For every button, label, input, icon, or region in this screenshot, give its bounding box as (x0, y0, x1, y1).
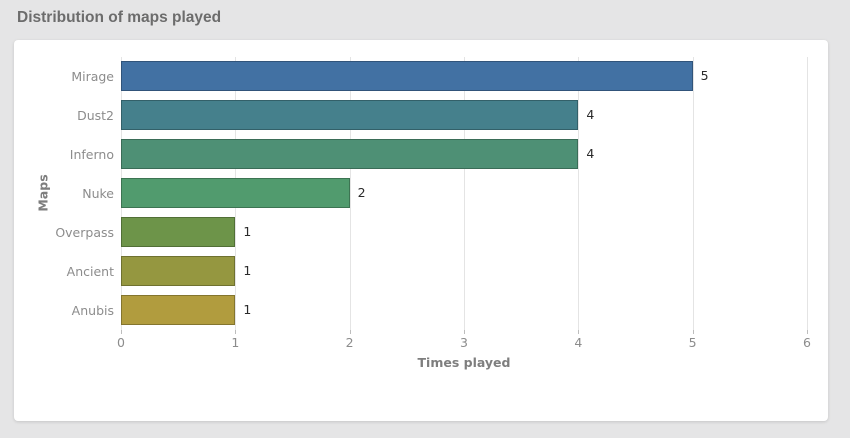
gridline-x-6 (807, 57, 808, 330)
gridline-x-4 (578, 57, 580, 330)
bar-ancient[interactable] (121, 256, 236, 286)
bar-value-label-nuke: 2 (357, 185, 366, 200)
x-tick-mark-5 (692, 330, 694, 334)
x-tick-label-4: 4 (574, 335, 583, 350)
bar-mirage[interactable] (121, 61, 693, 91)
gridline-x-3 (464, 57, 465, 330)
bar-row-overpass: Overpass 1 (55, 213, 807, 252)
y-tick-label-overpass: Overpass (55, 225, 114, 240)
x-tick-mark-3 (464, 330, 465, 334)
bar-row-ancient: Ancient 1 (67, 252, 807, 291)
y-tick-label-dust2: Dust2 (77, 108, 114, 123)
x-tick-label-0: 0 (117, 335, 125, 350)
gridline-x-2 (349, 57, 351, 330)
y-tick-label-ancient: Ancient (66, 264, 114, 279)
bar-row-mirage: Mirage 5 (71, 57, 807, 96)
bar-overpass[interactable] (121, 217, 236, 247)
chart-card: Mirage 5 Dust2 4 Inferno 4 Nuke 2 Overpass 1 Ancie… (14, 40, 828, 421)
y-tick-label-nuke: Nuke (82, 186, 114, 201)
x-axis-title: Times played (417, 355, 511, 370)
y-tick-label-mirage: Mirage (71, 69, 114, 84)
bar-anubis[interactable] (121, 295, 236, 325)
x-tick-mark-1 (235, 330, 237, 334)
x-tick-mark-2 (349, 330, 351, 334)
bar-dust2[interactable] (121, 100, 579, 130)
bar-nuke[interactable] (121, 178, 350, 208)
bar-row-inferno: Inferno 4 (70, 135, 807, 174)
bar-value-label-ancient: 1 (243, 263, 252, 278)
x-tick-label-2: 2 (345, 335, 354, 350)
bar-row-nuke: Nuke 2 (82, 174, 807, 213)
x-tick-label-3: 3 (460, 335, 468, 350)
x-tick-label-5: 5 (688, 335, 697, 350)
x-tick-mark-4 (578, 330, 580, 334)
y-tick-label-inferno: Inferno (69, 147, 114, 162)
x-tick-label-6: 6 (803, 335, 811, 350)
bar-row-anubis: Anubis 1 (72, 291, 807, 330)
bar-value-label-dust2: 4 (586, 107, 595, 122)
bar-chart-plot-area: Mirage 5 Dust2 4 Inferno 4 Nuke 2 Overpass 1 Ancie… (55, 57, 811, 350)
page-title: Distribution of maps played (17, 9, 222, 26)
bar-value-label-inferno: 4 (586, 146, 595, 161)
bar-value-label-overpass: 1 (243, 224, 252, 239)
y-tick-label-anubis: Anubis (71, 303, 114, 318)
x-tick-label-1: 1 (231, 335, 240, 350)
bar-value-label-mirage: 5 (700, 68, 709, 83)
x-tick-mark-6 (807, 330, 808, 334)
x-tick-mark-0 (121, 330, 122, 334)
gridline-x-5 (692, 57, 694, 330)
bar-inferno[interactable] (121, 139, 579, 169)
y-axis-title: Maps (35, 174, 51, 212)
bar-row-dust2: Dust2 4 (77, 96, 807, 135)
bar-value-label-anubis: 1 (243, 302, 252, 317)
